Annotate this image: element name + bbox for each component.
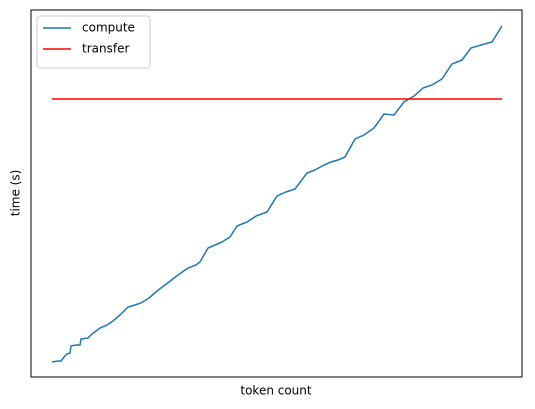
legend-label: transfer	[82, 42, 129, 56]
y-axis-label: time (s)	[9, 170, 23, 217]
x-axis-label: token count	[240, 384, 312, 398]
legend-label: compute	[82, 21, 135, 35]
legend-box	[36, 15, 151, 69]
plot-area	[30, 9, 523, 378]
line-compute	[51, 25, 503, 363]
